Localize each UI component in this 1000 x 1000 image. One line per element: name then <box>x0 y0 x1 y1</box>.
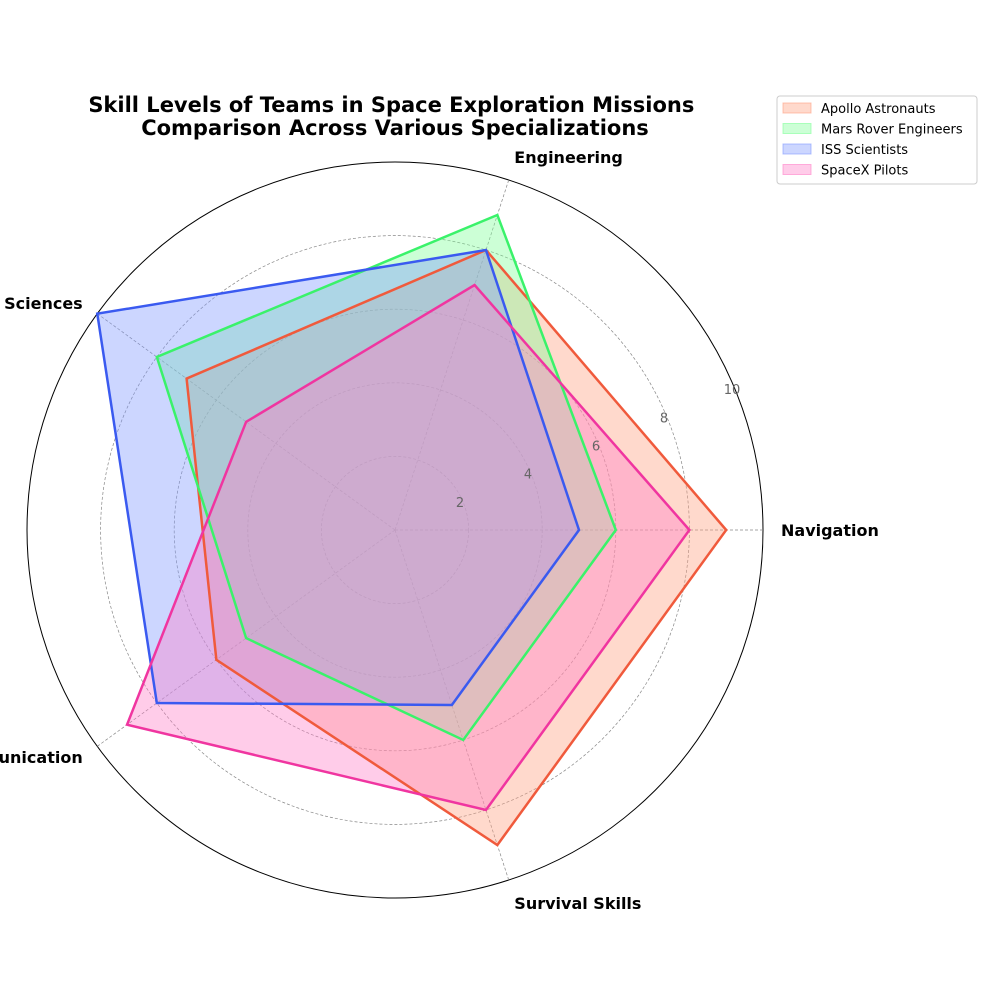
spoke-communication <box>97 529 396 747</box>
axis-label-life-sciences: Life Sciences <box>0 294 83 313</box>
axis-label-survival-skills: Survival Skills <box>514 894 641 913</box>
legend-label-iss-scientists: ISS Scientists <box>821 143 908 158</box>
legend-swatch-apollo-astronauts <box>782 102 812 114</box>
series-fill-mars-rover-engineers <box>156 215 616 740</box>
legend-label-spacex-pilots: SpaceX Pilots <box>821 164 908 179</box>
tick-label-6: 6 <box>592 440 600 455</box>
legend: Apollo Astronauts Mars Rover Engineers ISS… <box>776 95 978 185</box>
chart-title-line-2: Comparison Across Various Specialization… <box>141 116 649 140</box>
tick-label-4: 4 <box>524 468 532 483</box>
axis-label-engineering: Engineering <box>514 148 623 167</box>
chart-title-line-1: Skill Levels of Teams in Space Explorati… <box>88 93 694 117</box>
series-fill-spacex-pilots <box>127 285 690 810</box>
legend-swatch-mars-rover-engineers <box>782 123 812 134</box>
tick-label-2: 2 <box>456 496 464 511</box>
tick-label-10: 10 <box>724 383 741 398</box>
series-line-apollo-astronauts <box>185 248 728 847</box>
grid-circle-2 <box>321 456 469 604</box>
legend-frame <box>776 95 978 185</box>
axis-label-navigation: Navigation <box>781 521 879 540</box>
tick-label-8: 8 <box>660 411 668 426</box>
legend-swatch-spacex-pilots <box>782 164 812 175</box>
legend-label-mars-rover-engineers: Mars Rover Engineers <box>821 123 963 138</box>
series-line-iss-scientists <box>95 248 581 707</box>
radar-series <box>95 213 728 847</box>
axis-labels: Navigation Engineering Life Sciences Commun… <box>0 148 879 913</box>
legend-label-apollo-astronauts: Apollo Astronauts <box>821 102 936 117</box>
radial-tick-labels: 2 4 6 8 10 <box>456 383 740 511</box>
series-line-mars-rover-engineers <box>155 213 618 742</box>
spoke-life-sciences <box>97 313 396 531</box>
series-line-spacex-pilots <box>125 283 691 812</box>
legend-swatch-iss-scientists <box>782 143 812 155</box>
axis-label-communication: Communication <box>0 748 83 767</box>
spoke-survival-skills <box>394 529 510 881</box>
chart-title: Skill Levels of Teams in Space Explorati… <box>88 93 701 140</box>
series-fill-apollo-astronauts <box>186 250 727 845</box>
series-fill-iss-scientists <box>97 250 579 705</box>
spoke-engineering <box>394 179 510 531</box>
